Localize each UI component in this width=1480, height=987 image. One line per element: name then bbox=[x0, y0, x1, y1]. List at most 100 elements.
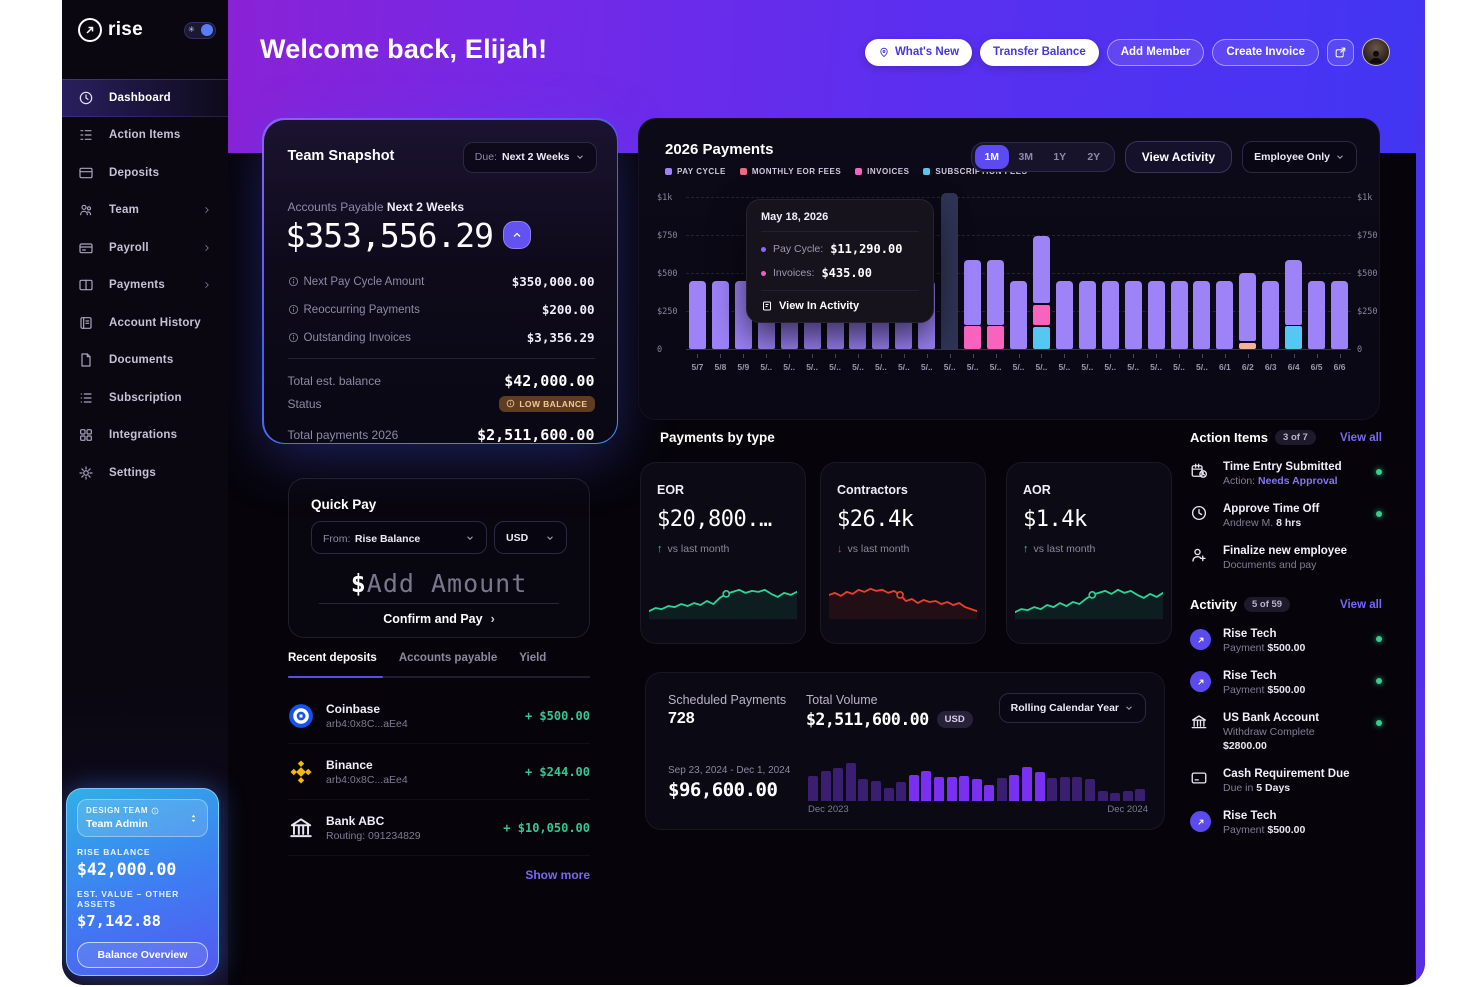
activity-item[interactable]: US Bank Account Withdraw Complete $2800.00 bbox=[1190, 712, 1382, 752]
mini-bar[interactable] bbox=[896, 781, 907, 801]
mini-bar[interactable] bbox=[1110, 793, 1121, 801]
subscription-fees-segment[interactable] bbox=[1032, 326, 1050, 349]
view-in-activity-link[interactable]: View In Activity bbox=[761, 290, 919, 312]
invoices-segment[interactable] bbox=[1032, 304, 1050, 326]
team-switcher[interactable]: DESIGN TEAM Team Admin bbox=[77, 799, 208, 837]
pay-cycle-segment[interactable] bbox=[1285, 260, 1303, 325]
action-items-view-all[interactable]: View all bbox=[1340, 431, 1382, 444]
action-item[interactable]: Time Entry Submitted Action: Needs Approv… bbox=[1190, 461, 1382, 487]
collapse-button[interactable] bbox=[503, 221, 532, 249]
mini-bar[interactable] bbox=[946, 777, 957, 801]
transfer-balance-button[interactable]: Transfer Balance bbox=[980, 38, 1099, 66]
range-1m-button[interactable]: 1M bbox=[974, 145, 1009, 169]
action-item[interactable]: Approve Time Off Andrew M. 8 hrs bbox=[1190, 503, 1382, 529]
invoices-segment[interactable] bbox=[987, 326, 1005, 349]
pay-cycle-segment[interactable] bbox=[1101, 280, 1119, 349]
pay-cycle-segment[interactable] bbox=[987, 260, 1005, 325]
mini-bar[interactable] bbox=[959, 776, 970, 801]
activity-item[interactable]: Rise Tech Payment $500.00 bbox=[1190, 810, 1382, 836]
mini-bar[interactable] bbox=[1085, 779, 1096, 801]
pay-cycle-segment[interactable] bbox=[1010, 280, 1027, 349]
sidebar-item-account-history[interactable]: Account History bbox=[62, 304, 228, 342]
tab-recent-deposits[interactable]: Recent deposits bbox=[288, 652, 383, 678]
pay-cycle-segment[interactable] bbox=[1147, 280, 1165, 349]
mini-bar[interactable] bbox=[1097, 791, 1108, 801]
mini-bar[interactable] bbox=[971, 779, 982, 801]
mini-bar[interactable] bbox=[820, 771, 831, 801]
deposit-row[interactable]: Coinbase arb4:0x8C...aEe4 + $500.00 bbox=[288, 688, 590, 744]
mini-bar[interactable] bbox=[908, 774, 919, 801]
sidebar-item-deposits[interactable]: Deposits bbox=[62, 154, 228, 192]
theme-toggle[interactable]: ✳ bbox=[184, 21, 216, 39]
mini-bar[interactable] bbox=[833, 768, 844, 801]
pay-cycle-segment[interactable] bbox=[1262, 280, 1280, 349]
what-s-new-button[interactable]: What's New bbox=[864, 38, 973, 66]
mini-bar[interactable] bbox=[984, 785, 995, 801]
confirm-and-pay-button[interactable]: Confirm and Pay › bbox=[383, 612, 495, 626]
pay-cycle-segment[interactable] bbox=[964, 260, 982, 325]
show-more-link[interactable]: Show more bbox=[525, 868, 590, 882]
range-2y-button[interactable]: 2Y bbox=[1087, 151, 1101, 163]
pay-cycle-segment[interactable] bbox=[1308, 280, 1326, 349]
mini-bar[interactable] bbox=[1047, 777, 1058, 801]
mini-bar[interactable] bbox=[858, 779, 869, 801]
mini-bar[interactable] bbox=[996, 778, 1007, 801]
pay-cycle-segment[interactable] bbox=[1193, 280, 1211, 349]
open-external-button[interactable] bbox=[1327, 38, 1354, 66]
currency-select[interactable]: USD bbox=[494, 521, 567, 554]
deposit-row[interactable]: Binance arb4:0x8C...aEe4 + $244.00 bbox=[288, 744, 590, 800]
activity-item[interactable]: Cash Requirement Due Due in 5 Days bbox=[1190, 768, 1382, 794]
balance-overview-button[interactable]: Balance Overview bbox=[77, 942, 208, 968]
range-3m-button[interactable]: 3M bbox=[1018, 151, 1034, 163]
action-item[interactable]: Finalize new employee Documents and pay bbox=[1190, 545, 1382, 571]
mini-bar[interactable] bbox=[883, 787, 894, 801]
sidebar-item-subscription[interactable]: Subscription bbox=[62, 379, 228, 417]
avatar[interactable] bbox=[1362, 38, 1390, 66]
sidebar-item-team[interactable]: Team bbox=[62, 192, 228, 230]
pay-cycle-segment[interactable] bbox=[1216, 280, 1234, 349]
mini-bar[interactable] bbox=[1135, 789, 1146, 801]
sidebar-item-documents[interactable]: Documents bbox=[62, 342, 228, 380]
pay-cycle-segment[interactable] bbox=[1170, 280, 1188, 349]
mini-bar[interactable] bbox=[870, 780, 881, 801]
invoices-segment[interactable] bbox=[964, 326, 982, 349]
mini-bar[interactable] bbox=[1034, 772, 1045, 801]
subscription-fees-segment[interactable] bbox=[1285, 326, 1303, 349]
mini-bar[interactable] bbox=[1072, 777, 1083, 801]
mini-bar[interactable] bbox=[933, 777, 944, 801]
action-item-link[interactable]: Needs Approval bbox=[1258, 475, 1338, 487]
mini-bar[interactable] bbox=[808, 776, 818, 801]
pay-cycle-segment[interactable] bbox=[1055, 280, 1073, 349]
monthly-eor-fees-segment[interactable] bbox=[1239, 342, 1257, 349]
pay-cycle-segment[interactable] bbox=[688, 280, 706, 349]
add-member-button[interactable]: Add Member bbox=[1106, 38, 1205, 66]
selected-bar[interactable] bbox=[941, 193, 959, 349]
mini-bar[interactable] bbox=[1009, 774, 1020, 801]
view-activity-button[interactable]: View Activity bbox=[1124, 141, 1233, 173]
sidebar-item-dashboard[interactable]: Dashboard bbox=[62, 79, 228, 117]
create-invoice-button[interactable]: Create Invoice bbox=[1212, 38, 1319, 66]
tab-accounts-payable[interactable]: Accounts payable bbox=[398, 652, 498, 664]
sidebar-item-payments[interactable]: Payments bbox=[62, 267, 228, 305]
mini-bar[interactable] bbox=[921, 771, 932, 801]
activity-view-all[interactable]: View all bbox=[1340, 598, 1382, 611]
pay-cycle-segment[interactable] bbox=[1239, 273, 1257, 342]
pay-cycle-segment[interactable] bbox=[1032, 235, 1050, 304]
mini-bar[interactable] bbox=[845, 762, 856, 801]
employee-filter-select[interactable]: Employee Only bbox=[1242, 141, 1357, 173]
activity-item[interactable]: Rise Tech Payment $500.00 bbox=[1190, 628, 1382, 654]
mini-bar[interactable] bbox=[1122, 791, 1133, 801]
mini-bar[interactable] bbox=[1059, 777, 1070, 801]
mini-bar[interactable] bbox=[1022, 767, 1033, 801]
sidebar-item-payroll[interactable]: Payroll bbox=[62, 229, 228, 267]
deposit-row[interactable]: Bank ABC Routing: 091234829 + $10,050.00 bbox=[288, 800, 590, 856]
sidebar-item-settings[interactable]: Settings bbox=[62, 454, 228, 492]
pay-cycle-segment[interactable] bbox=[711, 280, 729, 349]
due-filter-select[interactable]: Due: Next 2 Weeks bbox=[462, 141, 597, 173]
pay-cycle-segment[interactable] bbox=[1331, 280, 1349, 349]
from-account-select[interactable]: From: Rise Balance bbox=[311, 521, 487, 554]
tab-yield[interactable]: Yield bbox=[519, 652, 547, 664]
amount-input[interactable]: $Add Amount bbox=[350, 569, 528, 598]
pay-cycle-segment[interactable] bbox=[1078, 280, 1096, 349]
activity-item[interactable]: Rise Tech Payment $500.00 bbox=[1190, 670, 1382, 696]
